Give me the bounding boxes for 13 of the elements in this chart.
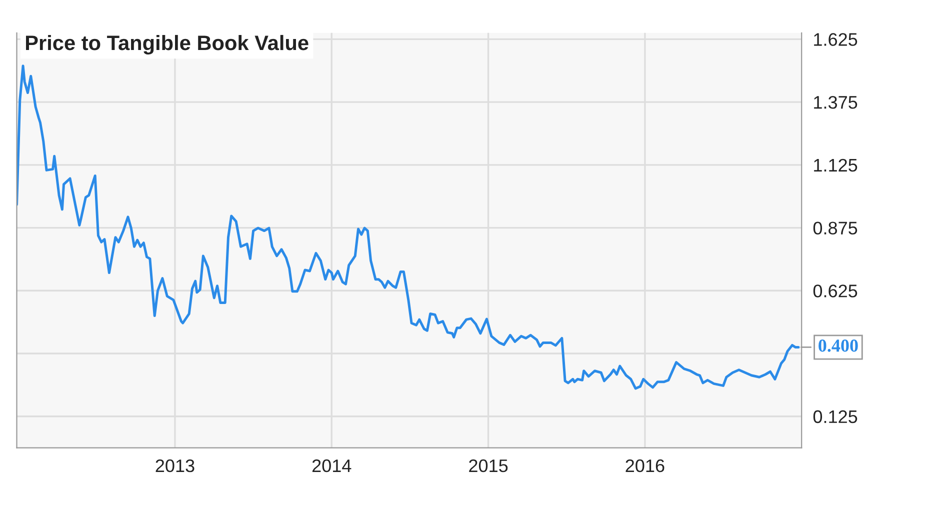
y-tick-label: 1.125 <box>814 158 858 172</box>
annotation: 0.400 <box>818 340 858 352</box>
y-tick-label: 0.125 <box>813 410 858 424</box>
x-tick-label: 2016 <box>626 459 664 472</box>
y-tick-label: 0.625 <box>813 284 858 298</box>
x-tick-label: 2014 <box>312 459 352 472</box>
x-tick-label: 2015 <box>469 459 508 472</box>
chart-title: Price to Tangible Book Value <box>26 34 308 54</box>
x-tick-label: 2013 <box>156 459 194 472</box>
line-series <box>16 64 800 390</box>
y-tick-label: 1.375 <box>814 96 858 109</box>
y-tick-label: 1.625 <box>814 33 858 46</box>
y-tick-label: 0.875 <box>813 222 858 234</box>
